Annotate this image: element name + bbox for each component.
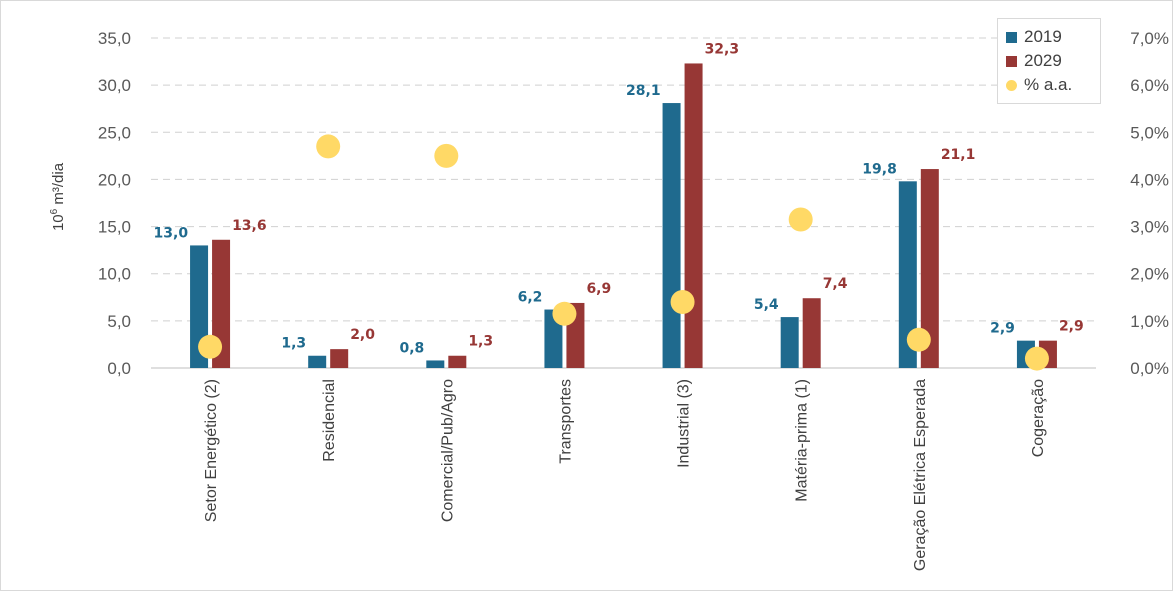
y-tick-label: 30,0 <box>98 76 131 95</box>
category-label: Comercial/Pub/Agro <box>439 379 456 522</box>
legend-dot-percent <box>1006 79 1017 91</box>
y2-tick-label: 4,0% <box>1130 170 1169 189</box>
category-labels: Setor Energético (2) Residencial Comercial… <box>203 379 1047 571</box>
y2-tick-label: 7,0% <box>1130 29 1169 48</box>
y-axis-right-ticks: 0,0% 1,0% 2,0% 3,0% 4,0% 5,0% 6,0% 7,0% <box>1130 29 1169 378</box>
value-label-2019: 0,8 <box>400 340 425 356</box>
value-label-2029: 2,0 <box>350 327 375 343</box>
value-label-2029: 1,3 <box>468 334 493 350</box>
y2-tick-label: 1,0% <box>1130 312 1169 331</box>
legend-item-2029: 2029 <box>1006 49 1092 73</box>
bar-2029 <box>920 169 939 368</box>
value-label-2019: 19,8 <box>862 161 897 177</box>
y-tick-label: 35,0 <box>98 29 131 48</box>
legend-item-2019: 2019 <box>1006 25 1092 49</box>
legend: 2019 2029 % a.a. <box>997 18 1101 104</box>
percent-marker <box>434 143 459 168</box>
percent-markers <box>198 134 1049 371</box>
percent-marker <box>316 134 341 159</box>
bar-2029 <box>330 349 349 368</box>
legend-item-percent: % a.a. <box>1006 73 1092 97</box>
bar-2019 <box>426 360 445 368</box>
y-axis-title-base: 10 <box>50 214 67 231</box>
bars <box>190 63 1057 369</box>
bar-2029 <box>212 239 231 368</box>
category-label: Matéria-prima (1) <box>794 379 811 502</box>
percent-marker <box>670 290 695 314</box>
bar-2029 <box>802 298 821 368</box>
percent-marker <box>1024 346 1049 371</box>
category-label: Geração Elétrica Esperada <box>912 379 929 571</box>
y-tick-label: 10,0 <box>98 265 131 284</box>
percent-marker <box>788 207 813 232</box>
bar-2019 <box>780 317 799 368</box>
y2-tick-label: 2,0% <box>1130 265 1169 284</box>
y-axis-title: 106 m³/dia <box>49 162 67 231</box>
bar-2019 <box>544 309 563 368</box>
bar-2029 <box>684 63 703 368</box>
legend-label-2019: 2019 <box>1024 27 1062 46</box>
y-tick-label: 25,0 <box>98 123 131 142</box>
value-label-2019: 28,1 <box>626 83 661 99</box>
value-label-2029: 13,6 <box>232 218 267 234</box>
grid-lines <box>151 37 1096 369</box>
value-label-2029: 7,4 <box>823 276 848 292</box>
percent-marker <box>906 327 931 352</box>
y2-tick-label: 5,0% <box>1130 123 1169 142</box>
y-tick-label: 20,0 <box>98 170 131 189</box>
value-label-2019: 5,4 <box>754 297 779 313</box>
value-label-2019: 6,2 <box>518 290 543 306</box>
y-tick-label: 15,0 <box>98 218 131 237</box>
y-axis-title-sup: 6 <box>49 208 60 214</box>
value-label-2019: 13,0 <box>154 225 189 241</box>
y2-tick-label: 6,0% <box>1130 76 1169 95</box>
legend-swatch-2029 <box>1006 55 1017 67</box>
category-label: Cogeração <box>1030 379 1047 457</box>
value-labels: 13,0 13,6 1,3 2,0 0,8 1,3 6,2 6,9 28,1 32,3 5,4 7,4… <box>154 41 1084 356</box>
category-label: Industrial (3) <box>676 379 693 468</box>
legend-label-percent: % a.a. <box>1024 75 1073 94</box>
y-tick-label: 5,0 <box>107 312 131 331</box>
value-label-2029: 21,1 <box>941 147 976 163</box>
legend-label-2029: 2029 <box>1024 51 1062 70</box>
y-axis-left-ticks: 0,0 5,0 10,0 15,0 20,0 25,0 30,0 35,0 <box>98 29 131 378</box>
value-label-2019: 2,9 <box>990 321 1015 337</box>
percent-marker <box>198 334 223 359</box>
y2-tick-label: 3,0% <box>1130 218 1169 237</box>
bar-2019 <box>662 103 681 369</box>
value-label-2029: 32,3 <box>705 41 740 57</box>
category-label: Setor Energético (2) <box>203 379 220 522</box>
y2-tick-label: 0,0% <box>1130 359 1169 378</box>
value-label-2029: 6,9 <box>586 281 611 297</box>
category-label: Transportes <box>557 379 574 464</box>
value-label-2019: 1,3 <box>281 336 306 352</box>
category-label: Residencial <box>321 379 338 462</box>
legend-swatch-2019 <box>1006 31 1017 43</box>
y-axis-title-rest: m³/dia <box>50 162 67 209</box>
bar-2029 <box>448 355 467 368</box>
percent-marker <box>552 301 577 326</box>
y-tick-label: 0,0 <box>107 359 131 378</box>
bar-2019 <box>898 181 917 368</box>
bar-2019 <box>308 355 327 368</box>
value-label-2029: 2,9 <box>1059 319 1084 335</box>
